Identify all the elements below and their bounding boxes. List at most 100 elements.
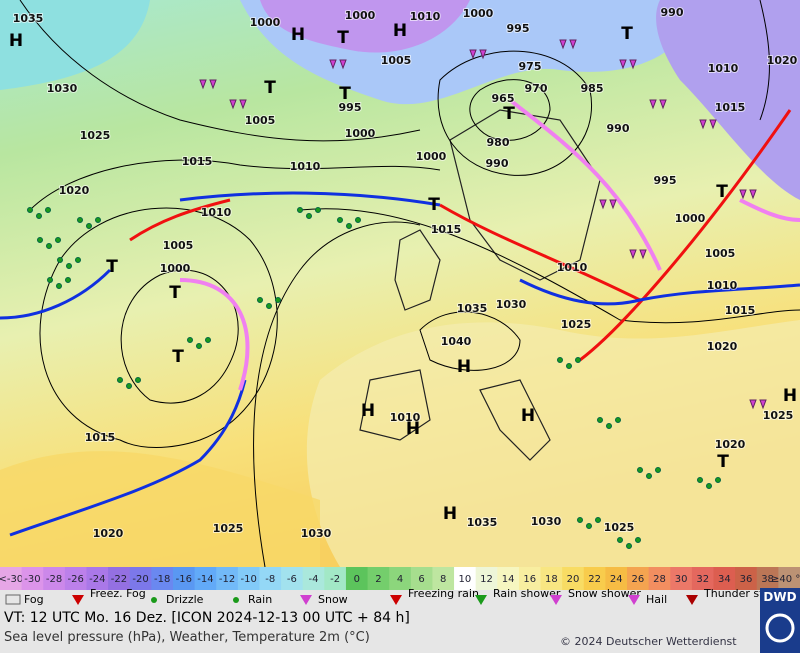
scale-cell: [735, 567, 758, 590]
scale-cell: [0, 567, 23, 590]
pressure-center: H: [783, 386, 797, 406]
rain-symbol: [27, 207, 33, 213]
snow-symbol: [629, 249, 637, 260]
legend-icon: [390, 595, 402, 605]
weather-legend: Fog Freez. Fog Drizzle Rain Snow Freezing rai…: [5, 587, 785, 606]
isobar-label: 1030: [496, 298, 527, 311]
description: Sea level pressure (hPa), Weather, Tempe…: [4, 630, 370, 645]
snow-symbol: [709, 119, 717, 130]
legend-label: Freez. Fog: [90, 587, 146, 600]
scale-label: -30: [24, 574, 40, 585]
scale-label: -4: [309, 574, 319, 585]
rain-symbol: [595, 517, 601, 523]
scale-cell: [281, 567, 304, 590]
rain-symbol: [706, 483, 712, 489]
cold-region: [260, 0, 470, 53]
rain-symbol: [646, 473, 652, 479]
isobar-label: 995: [654, 174, 677, 187]
isobar: [19, 0, 421, 142]
pressure-center: T: [621, 24, 633, 44]
isobar-label: 990: [607, 122, 630, 135]
scale-label: -22: [111, 574, 127, 585]
scale-label: 38: [761, 574, 774, 585]
rain-symbol: [575, 357, 581, 363]
isobar-label: 1020: [707, 340, 738, 353]
rain-symbol: [655, 467, 661, 473]
color-scale: <-30 -30 -28 -26 -24 -22 -20 -18 -16 -14 -12 -10 -8-…: [0, 567, 800, 590]
scale-cell: [129, 567, 152, 590]
scale-label: -26: [68, 574, 84, 585]
rain-symbol: [36, 213, 42, 219]
scale-cell: [43, 567, 66, 590]
occlusion: [179, 98, 800, 391]
scale-cell: [302, 567, 325, 590]
scale-label: -10: [240, 574, 256, 585]
scale-label: -8: [265, 574, 275, 585]
legend-icon: [300, 595, 312, 605]
scale-cell: [713, 567, 736, 590]
coastline: [359, 109, 601, 461]
scale-cell: [627, 567, 650, 590]
isobar-label: 1025: [561, 318, 592, 331]
scale-label: 0: [354, 574, 360, 585]
scale-label: 26: [631, 574, 644, 585]
cold-front: [0, 191, 441, 320]
scale-cell: [345, 567, 369, 590]
legend-label: Hail: [646, 593, 667, 606]
scale-label: 4: [397, 574, 403, 585]
scale-cell: [216, 567, 239, 590]
rain-symbol: [126, 383, 132, 389]
scale-cell: [540, 567, 563, 590]
logo-icon: [765, 613, 795, 643]
legend-icon: [475, 595, 487, 605]
isobar-label: 1040: [441, 335, 472, 348]
isobar-label: 1000: [250, 16, 281, 29]
pressure-center: H: [457, 357, 471, 377]
isobar-label: 995: [339, 101, 362, 114]
scale-label: ≥40 °C: [771, 574, 800, 585]
scale-cell: [583, 567, 606, 590]
rain-symbol: [566, 363, 572, 369]
isobar-label: 985: [581, 82, 604, 95]
snow-symbol: [609, 199, 617, 210]
scale-label: -2: [330, 574, 340, 585]
pressure-center: T: [503, 104, 515, 124]
rain-symbol: [205, 337, 211, 343]
isobar-label: 1015: [182, 155, 213, 168]
isobar-label: 1005: [245, 114, 276, 127]
pressure-center: H: [291, 25, 305, 45]
scale-cell: [410, 567, 433, 590]
legend-icon: [628, 595, 640, 605]
scale-label: <-30: [0, 574, 23, 585]
snow-symbol: [569, 39, 577, 50]
isobar-label: 1020: [767, 54, 798, 67]
snow-symbol: [479, 49, 487, 60]
isobar-label: 990: [661, 6, 684, 19]
legend-label: Snow shower: [568, 587, 641, 600]
scale-cell: [518, 567, 542, 590]
legend-icon: [72, 595, 84, 605]
isobar-label: 1020: [715, 438, 746, 451]
legend-label: Freezing rain: [408, 587, 479, 600]
rain-symbol: [77, 217, 83, 223]
scale-cell: [108, 567, 131, 590]
legend-label: Fog: [24, 593, 44, 606]
scale-label: 28: [653, 574, 666, 585]
valid-time: VT: 12 UTC Mo. 16 Dez. [ICON 2024-12-13 …: [4, 610, 410, 626]
scale-cell: [778, 567, 800, 590]
scale-cell: [497, 567, 520, 590]
isobar: [253, 221, 421, 568]
cold-region: [0, 0, 150, 90]
scale-label: 18: [545, 574, 558, 585]
isobar-label: 1025: [80, 129, 111, 142]
rain-symbol: [337, 217, 343, 223]
rain-symbol: [196, 343, 202, 349]
scale-label: 24: [610, 574, 623, 585]
cold-region: [656, 0, 800, 200]
snow-symbol: [629, 59, 637, 70]
scale-label: 14: [502, 574, 515, 585]
scale-label: -28: [46, 574, 62, 585]
rain-symbol: [606, 423, 612, 429]
pressure-center: T: [106, 257, 118, 277]
rain-symbol: [45, 207, 51, 213]
